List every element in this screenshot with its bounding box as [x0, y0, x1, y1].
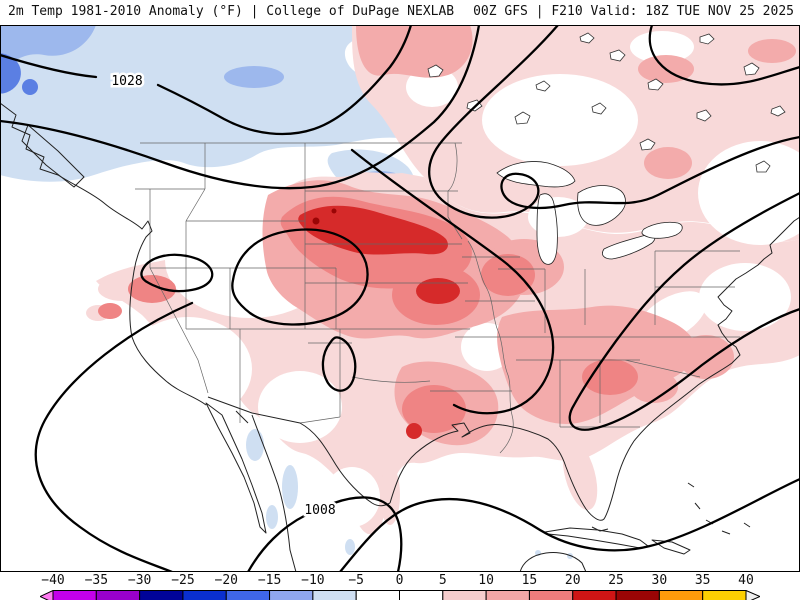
- colorbar: [38, 588, 762, 600]
- colorbar-tick: −15: [257, 573, 282, 588]
- colorbar-tick: −30: [127, 573, 152, 588]
- colorbar-tick: 10: [478, 573, 494, 588]
- colorbar-tick: 30: [651, 573, 668, 588]
- colorbar-segment: [52, 590, 97, 600]
- colorbar-tick: −5: [348, 573, 365, 588]
- colorbar-segment: [658, 590, 704, 600]
- colorbar-tick-labels: −40 −35 −30 −25 −20 −15 −10 −5 0 5 10 15 20 25 30 35 40: [40, 573, 760, 588]
- anomaly-fill-layer: [0, 25, 800, 559]
- colorbar-segment: [702, 590, 747, 600]
- colorbar-right-arrow: [745, 589, 762, 600]
- canada-lakes: [427, 32, 786, 173]
- coastlines: [0, 102, 800, 573]
- colorbar-tick: −25: [171, 573, 195, 588]
- page-title: 2m Temp 1981-2010 Anomaly (°F) | College…: [8, 4, 455, 19]
- colorbar-tick: 35: [694, 573, 711, 588]
- contour-label-1008: 1008: [304, 503, 335, 518]
- colorbar-tick: −20: [214, 573, 238, 588]
- colorbar-segment: [269, 590, 314, 600]
- header-bar: 2m Temp 1981-2010 Anomaly (°F) | College…: [0, 0, 800, 25]
- colorbar-segment: [355, 590, 400, 600]
- colorbar-tick: −40: [41, 573, 65, 588]
- colorbar-segment: [95, 590, 141, 600]
- colorbar-segment: [615, 590, 660, 600]
- colorbar-left-arrow: [38, 589, 54, 600]
- colorbar-tick: 0: [395, 573, 404, 588]
- colorbar-segment: [442, 590, 487, 600]
- colorbar-tick: 15: [521, 573, 538, 588]
- colorbar-segment: [312, 590, 357, 600]
- colorbar-tick: −10: [301, 573, 325, 588]
- colorbar-segment: [485, 590, 530, 600]
- colorbar-segment: [399, 590, 444, 600]
- colorbar-segment: [572, 590, 617, 600]
- colorbar-segment: [139, 590, 184, 600]
- colorbar-tick: 25: [608, 573, 624, 588]
- pressure-contours: [0, 23, 800, 574]
- contour-label-1028: 1028: [111, 74, 142, 89]
- great-lakes: [496, 161, 683, 265]
- colorbar-segment: [528, 590, 574, 600]
- colorbar-segment: [182, 590, 227, 600]
- colorbar-tick: −35: [84, 573, 109, 588]
- contour-labels: 1028 1008: [109, 72, 338, 521]
- colorbar-tick: 20: [564, 573, 581, 588]
- model-valid-time: 00Z GFS | F210 Valid: 18Z TUE NOV 25 202…: [473, 4, 794, 19]
- map-canvas: 1028 1008: [0, 23, 800, 574]
- colorbar-segment: [225, 590, 271, 600]
- colorbar-tick: 40: [738, 573, 754, 588]
- colorbar-tick: 5: [438, 573, 447, 588]
